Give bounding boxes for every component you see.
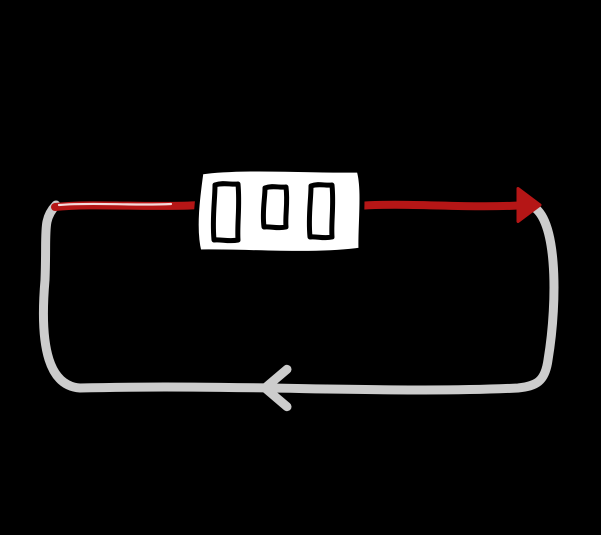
forward-path-highlight xyxy=(59,204,171,205)
forward-path-right xyxy=(357,205,528,207)
feedback-loop-diagram xyxy=(0,0,601,535)
canvas-background xyxy=(0,0,601,535)
